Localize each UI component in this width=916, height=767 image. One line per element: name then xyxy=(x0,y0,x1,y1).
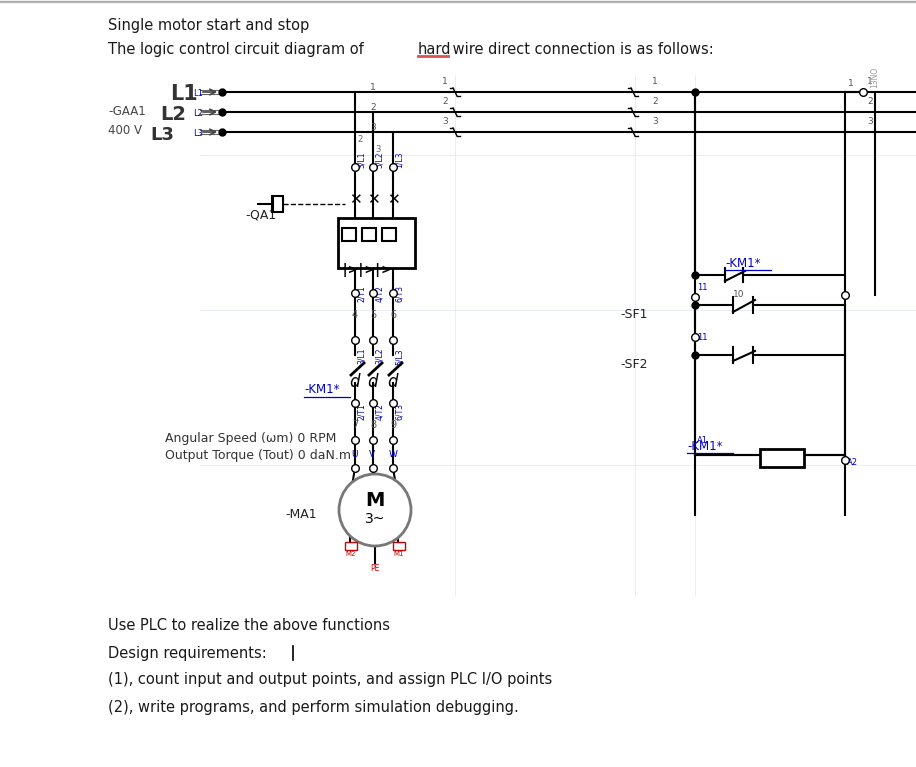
Bar xyxy=(362,228,376,241)
Text: L1: L1 xyxy=(170,84,198,104)
Text: L3: L3 xyxy=(193,129,203,138)
Text: ✕: ✕ xyxy=(367,192,380,207)
Bar xyxy=(382,228,396,241)
Text: 2: 2 xyxy=(442,97,448,106)
Text: L2: L2 xyxy=(193,109,202,118)
Text: 5/L3: 5/L3 xyxy=(395,348,404,364)
Text: 2: 2 xyxy=(652,97,658,106)
Text: U: U xyxy=(351,450,357,459)
Text: wire direct connection is as follows:: wire direct connection is as follows: xyxy=(448,42,714,57)
Bar xyxy=(760,449,804,467)
Text: The logic control circuit diagram of: The logic control circuit diagram of xyxy=(108,42,368,57)
Text: 5: 5 xyxy=(370,310,376,320)
Text: M: M xyxy=(365,492,385,511)
Text: 5/L2: 5/L2 xyxy=(375,152,384,169)
Text: 11: 11 xyxy=(697,333,707,342)
Text: 3: 3 xyxy=(375,145,380,154)
Text: 3/L2: 3/L2 xyxy=(375,348,384,364)
Text: 4/T2: 4/T2 xyxy=(375,403,384,420)
Text: -QA1: -QA1 xyxy=(245,208,277,221)
Text: M2: M2 xyxy=(345,551,355,557)
Text: A1: A1 xyxy=(697,436,708,445)
Text: 3~: 3~ xyxy=(365,512,386,526)
Circle shape xyxy=(339,474,411,546)
Bar xyxy=(338,218,415,268)
Text: L3: L3 xyxy=(150,126,174,144)
Text: -KM1*: -KM1* xyxy=(304,383,340,396)
Text: 6/T3: 6/T3 xyxy=(395,403,404,420)
Text: W: W xyxy=(389,450,398,459)
Text: Use PLC to realize the above functions: Use PLC to realize the above functions xyxy=(108,618,390,633)
Text: 9: 9 xyxy=(390,420,396,430)
Text: A2: A2 xyxy=(847,458,858,467)
Text: -MA1: -MA1 xyxy=(285,508,317,521)
Text: 1: 1 xyxy=(442,77,448,86)
Text: d: d xyxy=(349,373,359,391)
Text: d: d xyxy=(367,373,377,391)
Text: Output Torque (Tout) 0 daN.m: Output Torque (Tout) 0 daN.m xyxy=(165,449,351,462)
Text: 6: 6 xyxy=(390,310,396,320)
Text: 4: 4 xyxy=(352,310,358,320)
Text: 3: 3 xyxy=(867,117,873,126)
Text: 2/T1: 2/T1 xyxy=(357,285,366,301)
Text: 1: 1 xyxy=(652,77,658,86)
Text: (1), count input and output points, and assign PLC I/O points: (1), count input and output points, and … xyxy=(108,672,552,687)
Text: 4/T2: 4/T2 xyxy=(375,285,384,302)
Text: 6/T3: 6/T3 xyxy=(395,285,404,302)
Text: Design requirements:: Design requirements: xyxy=(108,646,267,661)
Text: hard: hard xyxy=(418,42,452,57)
Text: 1: 1 xyxy=(370,83,376,92)
Text: Single motor start and stop: Single motor start and stop xyxy=(108,18,310,33)
Text: 2: 2 xyxy=(357,135,362,144)
Text: -KM1*: -KM1* xyxy=(725,257,760,270)
Text: 3/L1: 3/L1 xyxy=(357,152,366,169)
Text: 2: 2 xyxy=(370,103,376,112)
Text: ✕: ✕ xyxy=(387,192,399,207)
Text: 1: 1 xyxy=(848,79,854,88)
Bar xyxy=(345,542,357,550)
Text: -KM1*: -KM1* xyxy=(687,440,723,453)
Text: 10: 10 xyxy=(733,290,745,299)
Text: 400 V: 400 V xyxy=(108,124,142,137)
Text: L2: L2 xyxy=(160,105,186,124)
Text: -SF2: -SF2 xyxy=(620,358,648,371)
Text: -SF1: -SF1 xyxy=(620,308,648,321)
Text: 3: 3 xyxy=(370,123,376,132)
Text: M1: M1 xyxy=(393,551,404,557)
Text: 2: 2 xyxy=(867,97,873,106)
Text: Angular Speed (ωm) 0 RPM: Angular Speed (ωm) 0 RPM xyxy=(165,432,336,445)
Text: 13NO: 13NO xyxy=(870,67,879,88)
Text: 3/L1: 3/L1 xyxy=(357,348,366,364)
Text: PE: PE xyxy=(370,564,379,573)
Bar xyxy=(393,542,405,550)
Text: 7: 7 xyxy=(352,420,358,430)
Text: 1: 1 xyxy=(867,77,873,86)
Text: 2/T1: 2/T1 xyxy=(357,403,366,420)
Text: |>|>|>: |>|>|> xyxy=(341,263,391,277)
Text: d: d xyxy=(387,373,398,391)
Text: 3: 3 xyxy=(442,117,448,126)
Text: L1: L1 xyxy=(193,89,202,98)
Text: 3: 3 xyxy=(652,117,658,126)
Text: V: V xyxy=(369,450,376,459)
Text: (2), write programs, and perform simulation debugging.: (2), write programs, and perform simulat… xyxy=(108,700,518,715)
Bar xyxy=(273,196,283,212)
Text: -GAA1: -GAA1 xyxy=(108,105,146,118)
Text: 11: 11 xyxy=(697,283,707,292)
Text: 1/L3: 1/L3 xyxy=(395,152,404,169)
Text: 8: 8 xyxy=(370,420,376,430)
Text: ✕: ✕ xyxy=(349,192,362,207)
Bar xyxy=(342,228,356,241)
